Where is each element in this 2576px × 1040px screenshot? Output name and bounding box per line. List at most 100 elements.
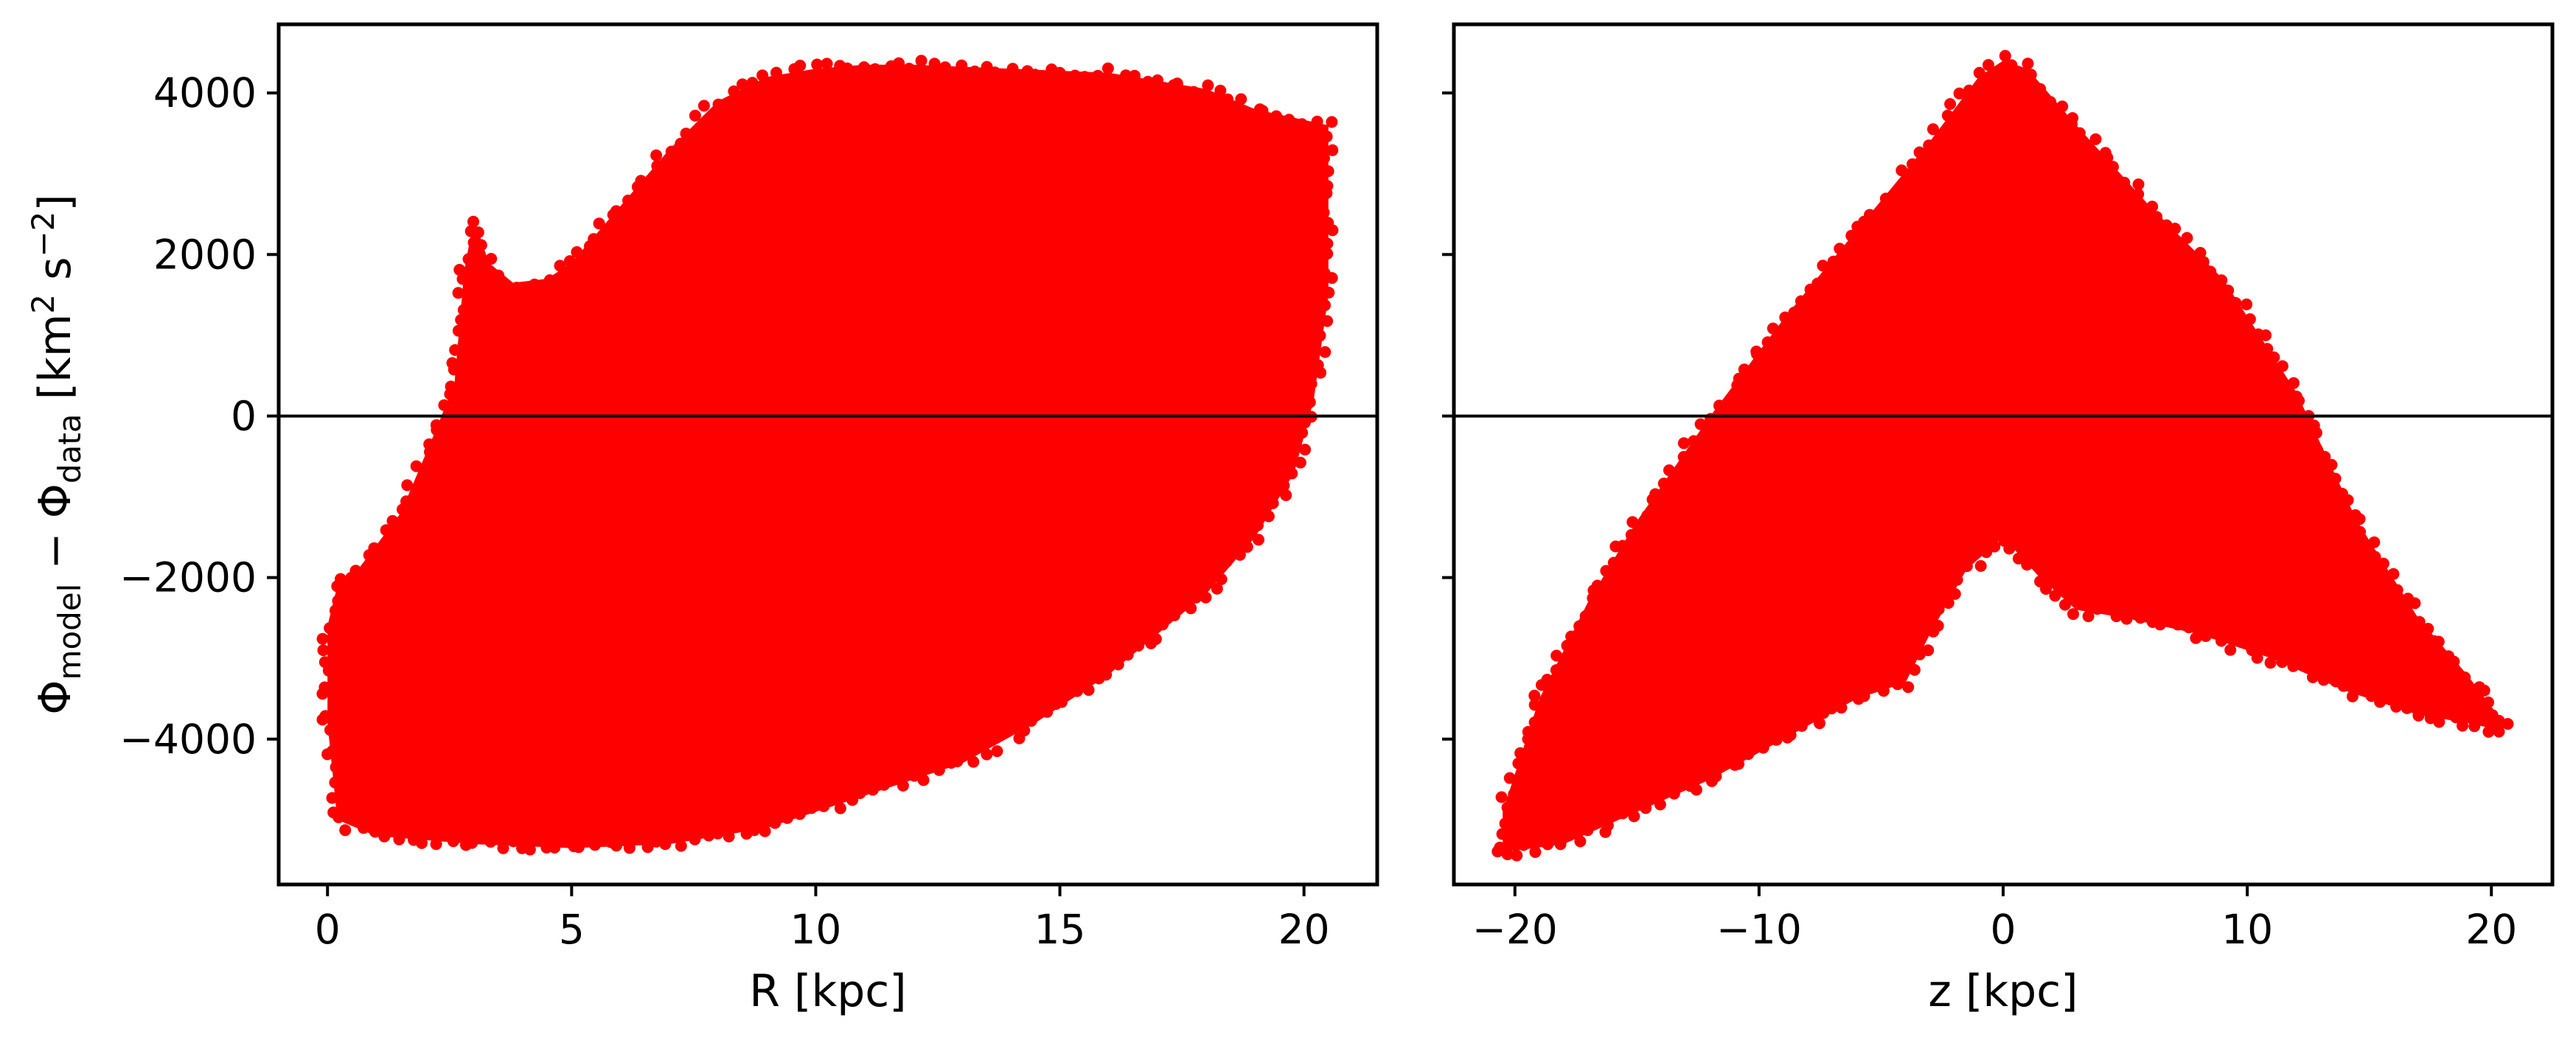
- scatter-point: [457, 304, 470, 316]
- scatter-point: [1951, 573, 1963, 586]
- scatter-point: [1554, 838, 1567, 851]
- scatter-point: [2354, 526, 2367, 538]
- scatter-point: [1817, 259, 1829, 272]
- scatter-point: [866, 784, 879, 796]
- scatter-point: [1326, 144, 1339, 156]
- scatter-point: [1626, 516, 1639, 528]
- scatter-point: [2422, 623, 2434, 635]
- y-ticks-z: [1442, 91, 1454, 741]
- scatter-point: [408, 834, 420, 846]
- scatter-point: [1319, 299, 1331, 312]
- x-tick-label: 0: [315, 906, 341, 953]
- scatter-point: [2330, 675, 2342, 688]
- scatter-point: [723, 830, 735, 842]
- scatter-point: [650, 836, 663, 848]
- scatter-point: [369, 826, 381, 838]
- scatter-point: [1944, 98, 1957, 111]
- scatter-point: [2387, 568, 2400, 580]
- scatter-point: [1132, 640, 1145, 652]
- scatter-point: [2287, 660, 2300, 672]
- scatter-point: [2021, 559, 2033, 571]
- scatter-point: [329, 604, 341, 617]
- scatter-point: [680, 128, 692, 140]
- scatter-point: [1738, 363, 1750, 376]
- scatter-point: [1688, 435, 1700, 447]
- scatter-point: [1200, 591, 1212, 604]
- y-tick-label: 4000: [153, 69, 257, 116]
- scatter-point: [2293, 394, 2305, 407]
- scatter-point: [1750, 345, 1763, 357]
- scatter-point: [1299, 444, 1312, 456]
- scatter-point: [1320, 187, 1333, 199]
- scatter-point: [2146, 616, 2159, 628]
- scatter-point: [462, 253, 475, 265]
- scatter-point: [1654, 798, 1666, 811]
- scatter-point: [933, 764, 945, 776]
- scatter-point: [2182, 621, 2195, 634]
- scatter-point: [447, 835, 459, 848]
- scatter-point: [1190, 591, 1202, 604]
- scatter-point: [1908, 663, 1921, 676]
- scatter-point: [2194, 247, 2207, 259]
- scatter-point: [401, 479, 414, 492]
- scatter-point: [1980, 546, 1993, 559]
- scatter-point: [1241, 541, 1253, 553]
- scatter-point: [1145, 637, 1158, 649]
- scatter-point: [571, 246, 583, 258]
- scatter-point: [893, 57, 905, 69]
- scatter-point: [1999, 49, 2011, 62]
- ylabel-unit-mid: s: [29, 257, 81, 294]
- scatter-point: [568, 840, 580, 853]
- scatter-point: [2342, 494, 2354, 506]
- scatter-point: [1927, 123, 1939, 136]
- scatter-point: [740, 828, 753, 840]
- scatter-point: [1202, 79, 1214, 91]
- scatter-point: [1949, 587, 1961, 600]
- scatter-point: [452, 287, 464, 299]
- scatter-point: [1770, 733, 1783, 746]
- scatter-point: [563, 255, 576, 268]
- scatter-point: [1657, 478, 1670, 489]
- scatter-point: [2067, 608, 2079, 621]
- scatter-point: [1923, 139, 1935, 152]
- scatter-point: [1565, 630, 1578, 643]
- scatter-point: [516, 842, 529, 854]
- scatter-point: [332, 595, 344, 607]
- scatter-point: [1888, 189, 1900, 202]
- scatter-point: [1112, 658, 1124, 671]
- scatter-point: [2246, 644, 2258, 657]
- scatter-point: [1321, 237, 1334, 250]
- scatter-point: [1907, 158, 1918, 170]
- scatter-point: [2101, 151, 2114, 164]
- scatter-point: [2365, 690, 2378, 702]
- scatter-point: [1668, 787, 1680, 800]
- scatter-point: [1811, 277, 1824, 290]
- x-tick-label: 20: [2465, 906, 2517, 953]
- ylabel-sup-2: 2: [25, 294, 61, 314]
- y-tick-label: 0: [231, 392, 257, 439]
- scatter-point: [1599, 826, 1612, 838]
- scatter-point: [1742, 748, 1755, 761]
- scatter-point: [2224, 643, 2237, 656]
- scatter-point: [1511, 849, 1523, 862]
- scatter-point: [1321, 248, 1334, 260]
- scatter-point: [759, 825, 771, 837]
- scatter-point: [554, 259, 566, 272]
- scatter-point: [1528, 699, 1541, 711]
- scatter-point: [1641, 509, 1654, 522]
- scatter-point: [2044, 96, 2057, 108]
- scatter-point: [1998, 535, 2011, 547]
- scatter-region-z: [1503, 60, 2504, 853]
- scatter-point: [2268, 351, 2280, 363]
- scatter-point: [1318, 152, 1330, 164]
- scatter-point: [1528, 716, 1541, 728]
- scatter-point: [1677, 450, 1690, 463]
- y-ticks-r: −4000 −2000 0 2000 4000: [119, 69, 279, 763]
- scatter-point: [995, 729, 1007, 741]
- ylabel-minus: −: [29, 518, 81, 583]
- scatter-point: [1280, 489, 1292, 501]
- scatter-point: [1607, 556, 1620, 569]
- scatter-point: [989, 66, 1001, 79]
- scatter-point: [1315, 366, 1327, 379]
- x-tick-label: 15: [1034, 906, 1086, 953]
